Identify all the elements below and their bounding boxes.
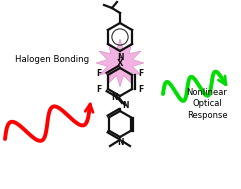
Text: N: N (117, 53, 123, 61)
Text: N: N (122, 101, 128, 111)
Text: F: F (96, 85, 101, 94)
Polygon shape (96, 39, 144, 87)
Text: F: F (96, 70, 101, 78)
Text: F: F (139, 70, 144, 78)
Text: X: X (117, 59, 123, 67)
Text: F: F (139, 85, 144, 94)
Text: N: N (112, 92, 118, 101)
Text: Nonlinear
Optical
Response: Nonlinear Optical Response (187, 88, 228, 120)
Text: N: N (117, 138, 123, 147)
Text: Halogen Bonding: Halogen Bonding (15, 54, 89, 64)
